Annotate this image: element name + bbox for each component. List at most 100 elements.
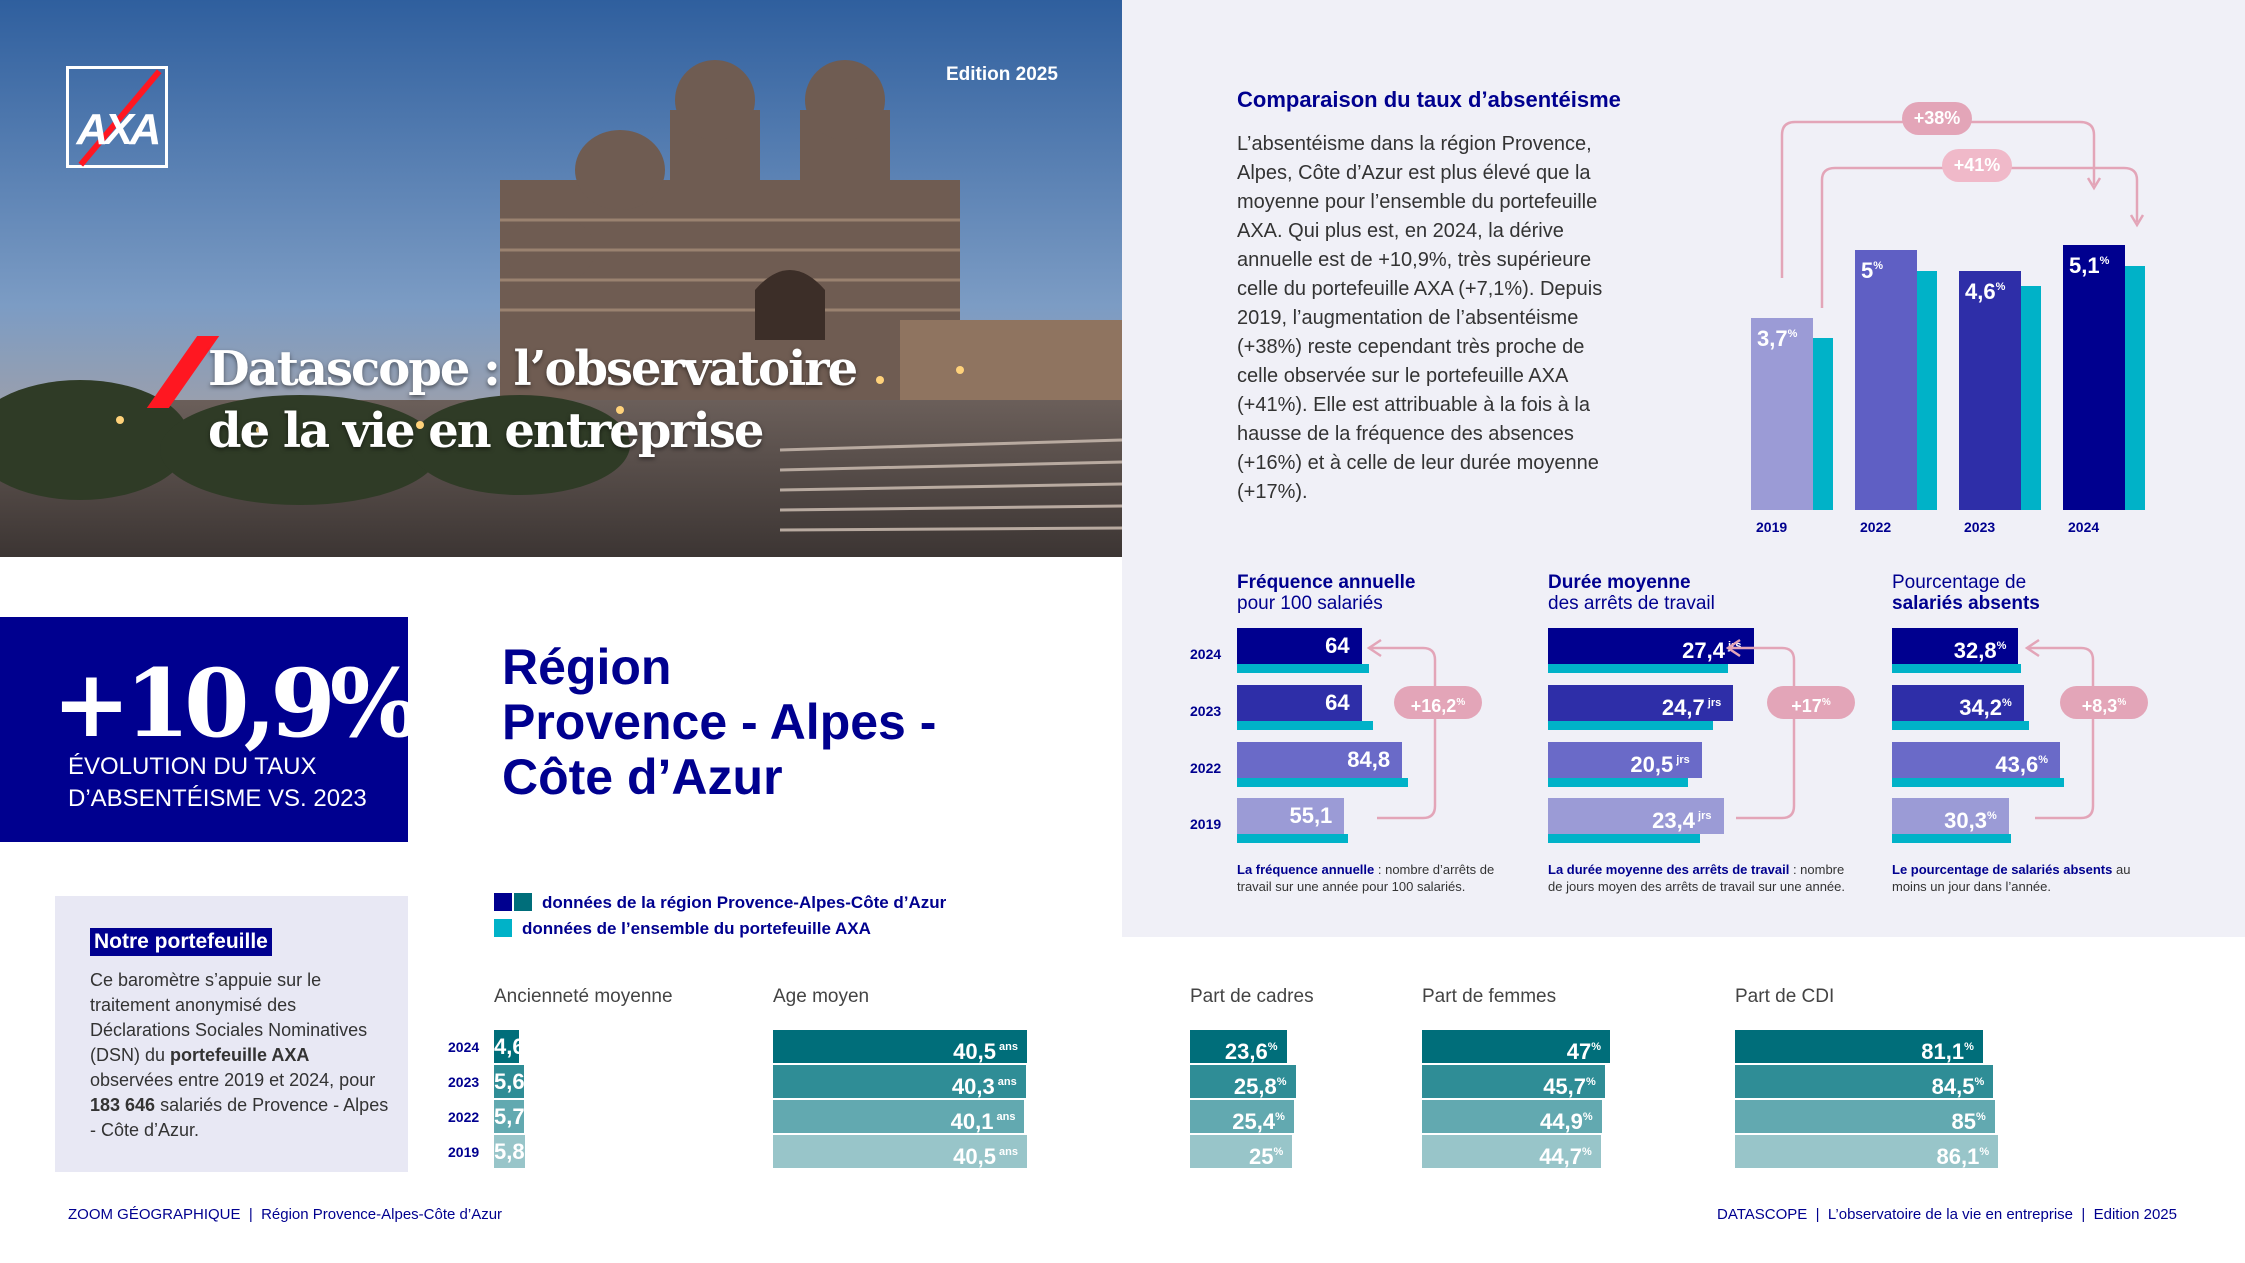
- duration-title-bold: Durée moyenne: [1548, 572, 1691, 593]
- unit-label: %: [1456, 697, 1466, 708]
- kpi-value: +10,9%: [52, 649, 419, 759]
- absent-region-bar-2023: 34,2%: [1892, 685, 2024, 721]
- seniority-bar-2023: 5,6 ans: [494, 1065, 525, 1126]
- x-tick-2023: 2023: [1964, 519, 1996, 535]
- women-share-bar-2022: 44,9%: [1422, 1100, 1602, 1134]
- unit-label: ans: [993, 1111, 1016, 1123]
- legend-portfolio: données de l’ensemble du portefeuille AX…: [494, 919, 871, 939]
- frequency-portfolio-bar-2023: [1237, 721, 1374, 730]
- cdi-share-bar-2019: 86,1%: [1735, 1135, 1999, 1169]
- unit-label: %: [1964, 1041, 1974, 1053]
- cdi-share-bar-2022: 85%: [1735, 1100, 1995, 1134]
- absent-note: Le pourcentage de salariés absents au mo…: [1892, 861, 2152, 895]
- absent-portfolio-bar-2023: [1892, 721, 2029, 730]
- legend-region: données de la région Provence-Alpes-Côte…: [494, 893, 946, 913]
- unit-label: ans: [496, 1184, 516, 1196]
- unit-label: %: [1996, 640, 2007, 652]
- bottom-y-tick-2019: 2019: [448, 1144, 480, 1160]
- duration-portfolio-bar-2019: [1548, 834, 1700, 843]
- y-tick-2023: 2023: [1190, 703, 1222, 719]
- note-text-part3: salariés de Provence - Alpes - Côte d’Az…: [90, 1095, 389, 1140]
- unit-label: %: [1987, 810, 1997, 822]
- footer-right: DATASCOPE | L’observatoire de la vie en …: [1717, 1206, 2177, 1223]
- kpi-box: +10,9% ÉVOLUTION DU TAUX D’ABSENTÉISME V…: [0, 617, 419, 842]
- legend-swatch-turquoise: [494, 919, 512, 937]
- absent-region-bar-2019: 30,3%: [1892, 798, 2009, 834]
- unit-label: jrs: [1694, 810, 1712, 822]
- duration-title: Durée moyenne des arrêts de travail: [1548, 572, 1715, 614]
- region-title-line3: Côte d’Azur: [502, 749, 783, 805]
- axa-logo: AXA: [66, 66, 168, 168]
- duration-region-bar-2019: 23,4 jrs: [1548, 798, 1724, 834]
- y-tick-2022: 2022: [1190, 760, 1222, 776]
- absent-note-bold: Le pourcentage de salariés absents: [1892, 862, 2113, 877]
- average-age-bar-2019: 40,5 ans: [773, 1135, 1027, 1169]
- legend-region-text: données de la région Provence-Alpes-Côte…: [542, 893, 947, 912]
- portfolio-note-title: Notre portefeuille: [90, 928, 272, 956]
- x-tick-2024: 2024: [2068, 519, 2100, 535]
- average-age-bar-2022: 40,1 ans: [773, 1100, 1025, 1134]
- duration-note-text: : nombre de jours moyen des arrêts de tr…: [1548, 862, 1846, 894]
- women-share-bar-2024: 47%: [1422, 1030, 1610, 1064]
- unit-label: %: [2002, 697, 2012, 709]
- unit-label: jrs: [1704, 697, 1722, 709]
- frequency-region-bar-2024: 64: [1237, 628, 1362, 664]
- absent-portfolio-bar-2024: [1892, 664, 2022, 673]
- note-text-part2: observées entre 2019 et 2024, pour: [90, 1070, 376, 1090]
- unit-label: jrs: [1673, 754, 1690, 766]
- footer-left: ZOOM GÉOGRAPHIQUE | Région Provence-Alpe…: [68, 1206, 503, 1223]
- women-share-title: Part de femmes: [1422, 986, 1557, 1007]
- bottom-y-tick-2022: 2022: [448, 1109, 480, 1125]
- unit-label: %: [1995, 280, 2006, 293]
- seniority-bar-2022: 5,7 ans: [494, 1100, 525, 1161]
- duration-region-bar-2023: 24,7 jrs: [1548, 685, 1734, 721]
- executives-share-bar-2022: 25,4%: [1190, 1100, 1294, 1134]
- average-age-title: Age moyen: [773, 986, 870, 1007]
- unit-label: %: [1873, 260, 1884, 272]
- absent-region-bar-2024: 32,8%: [1892, 628, 2019, 664]
- unit-label: ans: [994, 1076, 1017, 1088]
- region-bar-label-2022: 5%: [1861, 258, 1884, 283]
- legend-portfolio-text: données de l’ensemble du portefeuille AX…: [522, 919, 871, 938]
- absent-portfolio-bar-2019: [1892, 834, 2011, 843]
- duration-change-arrow: [1725, 638, 1796, 820]
- seniority-title: Ancienneté moyenne: [494, 986, 673, 1007]
- unit-label: %: [1267, 1041, 1278, 1053]
- portfolio-note-text: Ce baromètre s’appuie sur le traitement …: [90, 968, 390, 1143]
- unit-label: %: [2038, 754, 2049, 766]
- unit-label: %: [1582, 1146, 1592, 1158]
- absent-note-text: au moins un jour dans l’année.: [1892, 862, 2131, 894]
- region-bar-label-2024: 5,1%: [2069, 252, 2110, 278]
- duration-region-bar-2022: 20,5 jrs: [1548, 742, 1702, 778]
- kpi-label: ÉVOLUTION DU TAUX D’ABSENTÉISME VS. 2023: [68, 753, 367, 812]
- frequency-change-badge: +16,2%: [1394, 686, 1482, 719]
- badge-plus41: +41%: [1942, 149, 2012, 182]
- absent-title-bold: salariés absents: [1892, 593, 2040, 614]
- cdi-share-title: Part de CDI: [1735, 986, 1835, 1007]
- unit-label: %: [2117, 697, 2127, 708]
- note-text-part1: Ce baromètre s’appuie sur le traitement …: [90, 970, 368, 1065]
- average-age-bar-2024: 40,5 ans: [773, 1030, 1027, 1064]
- frequency-portfolio-bar-2024: [1237, 664, 1370, 673]
- region-bar-2019: [1751, 317, 1813, 510]
- bottom-y-tick-2023: 2023: [448, 1074, 480, 1090]
- frequency-note-bold: La fréquence annuelle: [1237, 862, 1375, 877]
- frequency-portfolio-bar-2022: [1237, 778, 1409, 787]
- unit-label: %: [1821, 697, 1831, 708]
- unit-label: %: [1586, 1076, 1596, 1088]
- cdi-share-bar-2024: 81,1%: [1735, 1030, 1983, 1064]
- frequency-region-bar-2023: 64: [1237, 685, 1362, 721]
- frequency-portfolio-bar-2019: [1237, 834, 1348, 843]
- comparison-text: L’absentéisme dans la région Provence, A…: [1237, 133, 1603, 503]
- executives-share-bar-2024: 23,6%: [1190, 1030, 1287, 1064]
- portfolio-bar-2019: [1813, 338, 1833, 510]
- absent-title-sub: Pourcentage de: [1892, 572, 2027, 593]
- x-tick-2022: 2022: [1860, 519, 1892, 535]
- absent-title: Pourcentage de salariés absents: [1892, 572, 2040, 614]
- absent-change-badge: +8,3%: [2060, 686, 2148, 719]
- unit-label: %: [1582, 1111, 1593, 1123]
- absent-region-bar-2022: 43,6%: [1892, 742, 2061, 778]
- frequency-title: Fréquence annuelle pour 100 salariés: [1237, 572, 1415, 614]
- cdi-share-bar-2023: 84,5%: [1735, 1065, 1994, 1099]
- unit-label: %: [1787, 327, 1798, 340]
